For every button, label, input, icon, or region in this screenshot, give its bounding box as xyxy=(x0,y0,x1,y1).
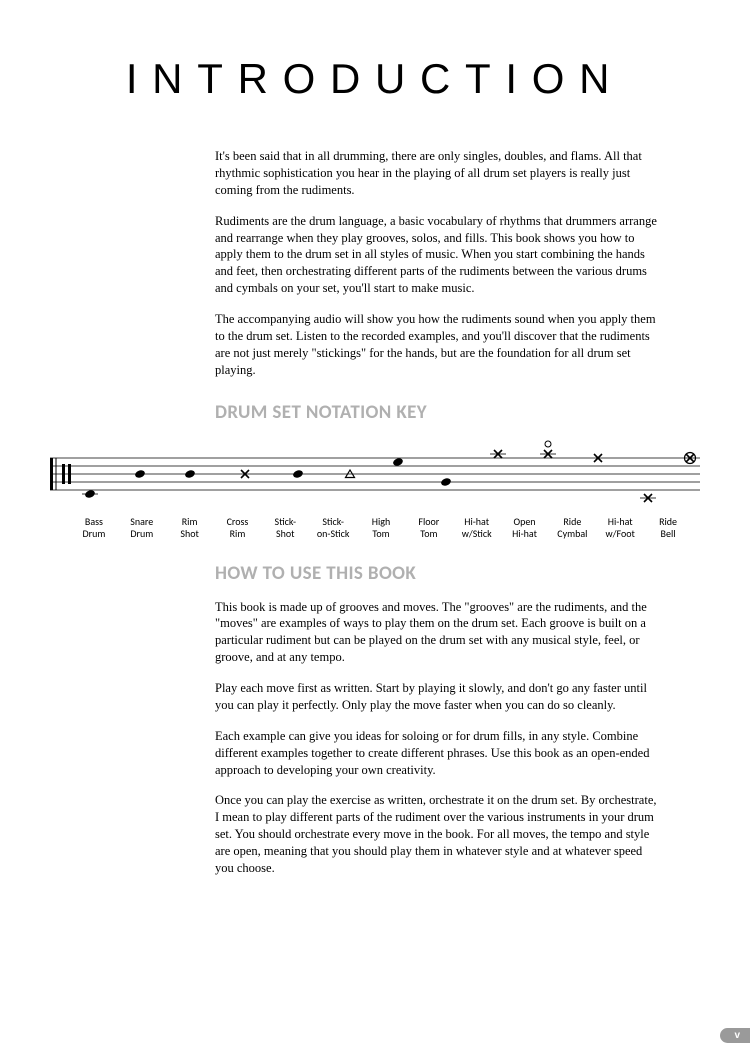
page-title: INTRODUCTION xyxy=(0,55,750,103)
notation-label: Hi-hat w/Stick xyxy=(453,516,501,540)
notation-label: Rim Shot xyxy=(166,516,214,540)
notation-label: Floor Tom xyxy=(405,516,453,540)
intro-paragraph: Rudiments are the drum language, a basic… xyxy=(215,213,660,297)
notation-labels: Bass DrumSnare DrumRim ShotCross RimStic… xyxy=(70,516,692,540)
notation-label: Ride Bell xyxy=(644,516,692,540)
notation-label: Stick- on-Stick xyxy=(309,516,357,540)
notation-label: High Tom xyxy=(357,516,405,540)
notation-label: Hi-hat w/Foot xyxy=(596,516,644,540)
notation-heading: DRUM SET NOTATION KEY xyxy=(215,401,660,424)
howto-heading: HOW TO USE THIS BOOK xyxy=(215,562,660,585)
notation-label: Open Hi-hat xyxy=(501,516,549,540)
intro-paragraph: It's been said that in all drumming, the… xyxy=(215,148,660,199)
notation-label: Cross Rim xyxy=(214,516,262,540)
intro-block: It's been said that in all drumming, the… xyxy=(215,148,660,379)
howto-paragraph: Each example can give you ideas for solo… xyxy=(215,728,660,779)
notation-label: Ride Cymbal xyxy=(548,516,596,540)
howto-paragraph: Play each move first as written. Start b… xyxy=(215,680,660,714)
page-number-tab: v xyxy=(720,1028,750,1043)
intro-paragraph: The accompanying audio will show you how… xyxy=(215,311,660,379)
notation-label: Bass Drum xyxy=(70,516,118,540)
notation-key: Bass DrumSnare DrumRim ShotCross RimStic… xyxy=(50,438,700,540)
howto-block: This book is made up of grooves and move… xyxy=(215,599,660,877)
notation-label: Snare Drum xyxy=(118,516,166,540)
howto-paragraph: This book is made up of grooves and move… xyxy=(215,599,660,667)
notation-label: Stick- Shot xyxy=(261,516,309,540)
staff-svg xyxy=(50,438,700,510)
howto-paragraph: Once you can play the exercise as writte… xyxy=(215,792,660,876)
